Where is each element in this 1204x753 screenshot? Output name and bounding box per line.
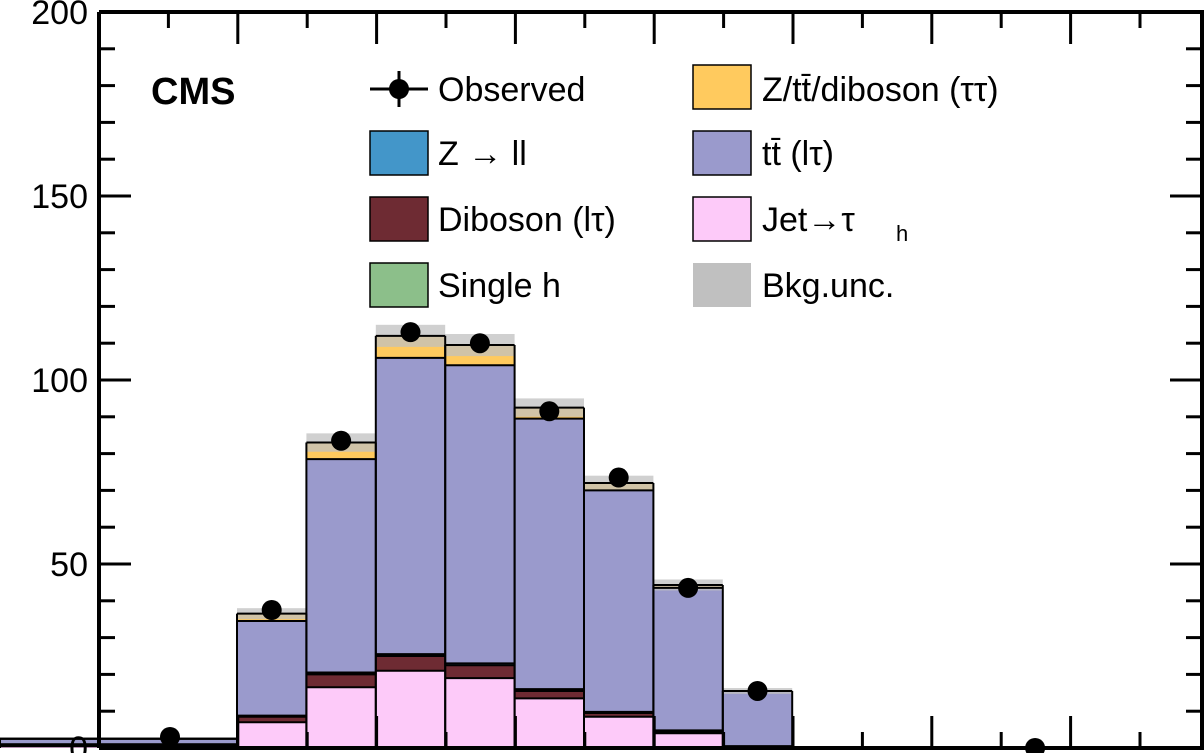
bar-ttbar-bin-2 (0, 738, 237, 745)
y-tick-label-0: 0 (69, 730, 88, 753)
bar-ttbar-bin-9 (653, 587, 723, 731)
legend-zll-swatch (369, 130, 429, 176)
cms-label: CMS (151, 71, 235, 113)
observed-point-2 (331, 430, 352, 451)
bar-jet-bin-6 (445, 678, 515, 748)
observed-point-1 (261, 600, 282, 620)
y-tick-label-50: 50 (50, 546, 88, 584)
observed-point-6 (608, 467, 629, 488)
legend-ztt-label: Z/tt̄/diboson (ττ) (762, 71, 999, 109)
y-tick-label-200: 200 (31, 0, 88, 32)
observed-point-4 (469, 333, 490, 354)
observed-point-8 (747, 680, 768, 701)
bar-ttbar-bin-4 (306, 459, 376, 673)
y-tick-label-100: 100 (31, 362, 88, 400)
legend-ttbar-label: tt̄ (lτ) (762, 135, 834, 173)
bar-jet-bin-4 (306, 687, 376, 748)
bar-jet-bin-8 (584, 716, 654, 748)
legend-diboson-label: Diboson (lτ) (438, 201, 616, 239)
legend-bkg-unc-label: Bkg.unc. (762, 267, 894, 305)
legend: Observed Z → ll Diboson (lτ) Single h Z/tt̄/… (369, 64, 999, 308)
bar-ttbar-bin-7 (514, 418, 584, 690)
observed-point-3 (400, 322, 421, 343)
bar-diboson-bin-7 (514, 690, 584, 699)
bar-ttbar-bin-5 (375, 357, 446, 655)
bar-ttbar-bin-3 (237, 621, 307, 716)
bar-jet-bin-9 (653, 733, 723, 748)
legend-jet-swatch (692, 196, 752, 242)
observed-points (160, 322, 1046, 753)
legend-jet-subscript: h (896, 221, 908, 246)
legend-observed-label: Observed (438, 71, 585, 109)
legend-jet-label: Jet→τ (762, 201, 855, 239)
observed-point-5 (539, 401, 560, 422)
stacked-bars (0, 335, 793, 748)
bar-diboson-bin-3 (237, 716, 307, 723)
bar-diboson-bin-8 (584, 713, 654, 717)
bar-jet-bin-5 (375, 670, 446, 748)
bar-diboson-bin-6 (445, 665, 515, 679)
bar-diboson-bin-5 (375, 656, 446, 671)
legend-diboson-swatch (369, 196, 429, 242)
y-tick-label-150: 150 (31, 178, 88, 216)
observed-point-0 (160, 726, 180, 747)
legend-ttbar-swatch (692, 130, 752, 176)
legend-zll-label: Z → ll (438, 135, 527, 173)
legend-ztt-swatch (692, 64, 752, 110)
observed-point-7 (678, 577, 699, 598)
legend-single-h-label: Single h (438, 267, 561, 305)
legend-single-h-swatch (369, 262, 429, 308)
bin-outlines (0, 334, 794, 748)
bar-ttbar-bin-8 (584, 490, 654, 712)
legend-bkg-unc-swatch (693, 263, 751, 307)
legend-observed-marker (389, 79, 409, 99)
bar-ttbar-bin-6 (445, 365, 515, 664)
bar-jet-bin-7 (514, 698, 584, 748)
axes: 0 50 100 150 200 (31, 0, 1204, 753)
bar-diboson-bin-4 (306, 674, 376, 688)
bar-jet-bin-3 (237, 722, 307, 748)
